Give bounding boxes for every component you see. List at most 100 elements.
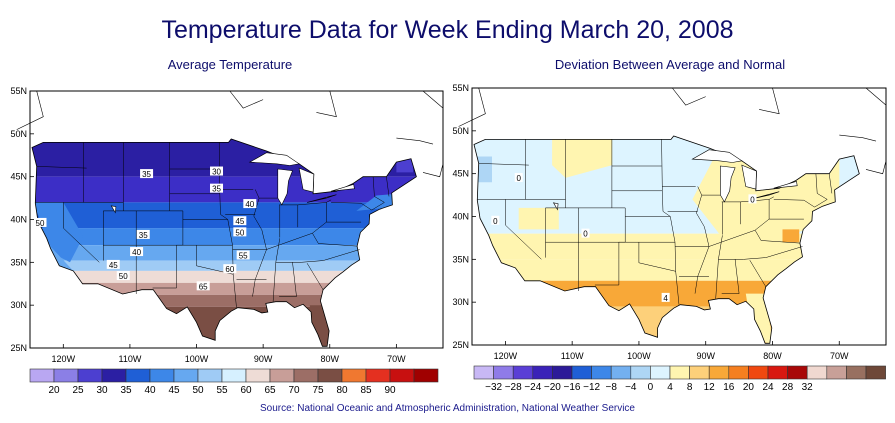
legend-label: 75 bbox=[312, 385, 324, 396]
canada-coastline bbox=[422, 163, 444, 178]
state-line bbox=[661, 139, 680, 305]
legend-swatch bbox=[846, 365, 867, 380]
legend-label: −20 bbox=[544, 382, 561, 393]
canada-coastline bbox=[16, 90, 44, 130]
legend-label: 4 bbox=[667, 382, 673, 393]
legend-swatch bbox=[591, 365, 612, 380]
state-line bbox=[734, 259, 740, 294]
legend-swatch bbox=[293, 368, 319, 383]
lon-label: 70W bbox=[830, 351, 849, 361]
legend-label: −8 bbox=[605, 382, 617, 393]
lake-outline bbox=[552, 202, 559, 211]
lon-label: 100W bbox=[627, 351, 651, 361]
legend-label: −32 bbox=[485, 382, 502, 393]
state-line bbox=[773, 199, 815, 208]
lon-label: 120W bbox=[494, 351, 518, 361]
legend-label: −28 bbox=[505, 382, 522, 393]
source-credit: Source: National Oceanic and Atmospheric… bbox=[259, 403, 635, 414]
contour-label-bg bbox=[210, 166, 224, 176]
legend-swatch bbox=[365, 368, 391, 383]
contour-label: 65 bbox=[199, 282, 208, 291]
lat-label: 50N bbox=[10, 129, 27, 139]
contour-label: 35 bbox=[139, 231, 148, 240]
lat-label: 50N bbox=[452, 126, 469, 136]
legend-swatch bbox=[149, 368, 175, 383]
contour-label: 50 bbox=[235, 228, 244, 237]
legend-label: −12 bbox=[583, 382, 600, 393]
legend-swatch bbox=[708, 365, 730, 380]
lat-label: 30N bbox=[10, 300, 27, 310]
contour-label-bg bbox=[661, 292, 670, 302]
state-line bbox=[272, 238, 281, 302]
contour-label-bg bbox=[236, 250, 250, 260]
legend-swatch bbox=[865, 365, 886, 380]
dev-longitude-labels: 120W 110W 100W 90W 80W 70W bbox=[494, 341, 849, 361]
contour-label-bg bbox=[223, 264, 237, 274]
lon-label: 80W bbox=[763, 351, 782, 361]
legend-label: 20 bbox=[743, 382, 755, 393]
state-line bbox=[331, 202, 372, 211]
legend-swatch bbox=[173, 368, 199, 383]
legend-swatch bbox=[552, 365, 573, 380]
state-line bbox=[63, 202, 100, 263]
shading-band bbox=[474, 259, 860, 281]
legend-swatch bbox=[413, 368, 439, 383]
shading-patch bbox=[475, 156, 492, 183]
state-line bbox=[638, 242, 676, 272]
legend-swatch bbox=[269, 368, 295, 383]
legend-label: 20 bbox=[48, 385, 60, 396]
lat-label: 45N bbox=[10, 172, 27, 182]
contour-label-bg bbox=[116, 271, 130, 281]
contour-label-bg bbox=[233, 216, 247, 226]
avg-temperature-legend: 20 25 30 35 40 45 50 55 60 65 70 75 80 85 90 bbox=[29, 368, 439, 396]
contour-label: 45 bbox=[235, 217, 244, 226]
shading-band bbox=[32, 245, 417, 261]
legend-swatch bbox=[317, 368, 343, 383]
legend-swatch bbox=[341, 368, 367, 383]
legend-swatch bbox=[669, 365, 690, 380]
state-line bbox=[292, 262, 297, 297]
shading-band bbox=[32, 228, 417, 246]
contour-label: 35 bbox=[212, 185, 221, 194]
lat-label: 55N bbox=[452, 83, 469, 93]
state-line bbox=[545, 139, 566, 258]
state-line bbox=[814, 173, 828, 208]
legend-label: 90 bbox=[384, 385, 396, 396]
lon-label: 110W bbox=[118, 354, 141, 364]
lake-outline bbox=[277, 168, 293, 206]
legend-label: 60 bbox=[240, 385, 252, 396]
legend-swatch bbox=[29, 368, 55, 383]
lake-outline bbox=[741, 164, 757, 190]
state-line bbox=[828, 173, 833, 194]
legend-label: 55 bbox=[216, 385, 228, 396]
contour-label-bg bbox=[581, 228, 590, 238]
legend-swatch bbox=[245, 368, 271, 383]
state-line bbox=[749, 260, 767, 287]
lat-label: 40N bbox=[452, 212, 469, 222]
avg-coastline bbox=[16, 90, 444, 347]
lat-label: 30N bbox=[452, 297, 469, 307]
lake-outline bbox=[691, 149, 743, 163]
contour-label-bg bbox=[130, 247, 144, 257]
legend-label: 50 bbox=[192, 385, 204, 396]
canada-coastline bbox=[396, 137, 434, 145]
lon-label: 80W bbox=[321, 354, 340, 364]
legend-swatch bbox=[767, 365, 788, 380]
legend-label: 85 bbox=[360, 385, 372, 396]
canada-coastline bbox=[865, 87, 887, 106]
us-border bbox=[473, 135, 860, 344]
state-line bbox=[196, 245, 234, 275]
contour-label: 60 bbox=[225, 265, 234, 274]
lake-outline bbox=[749, 191, 780, 200]
avg-longitude-labels: 120W 110W 100W 90W 80W 70W bbox=[52, 344, 406, 364]
deviation-map-subtitle: Deviation Between Average and Normal bbox=[554, 57, 786, 72]
avg-latitude-labels: 55N 50N 45N 40N 35N 30N 25N bbox=[10, 86, 34, 353]
legend-swatch bbox=[630, 365, 651, 380]
shading-band bbox=[32, 294, 417, 307]
lon-label: 90W bbox=[254, 354, 273, 364]
contour-label-bg bbox=[210, 183, 224, 193]
shading-band bbox=[32, 202, 417, 229]
contour-label-bg bbox=[748, 194, 757, 204]
